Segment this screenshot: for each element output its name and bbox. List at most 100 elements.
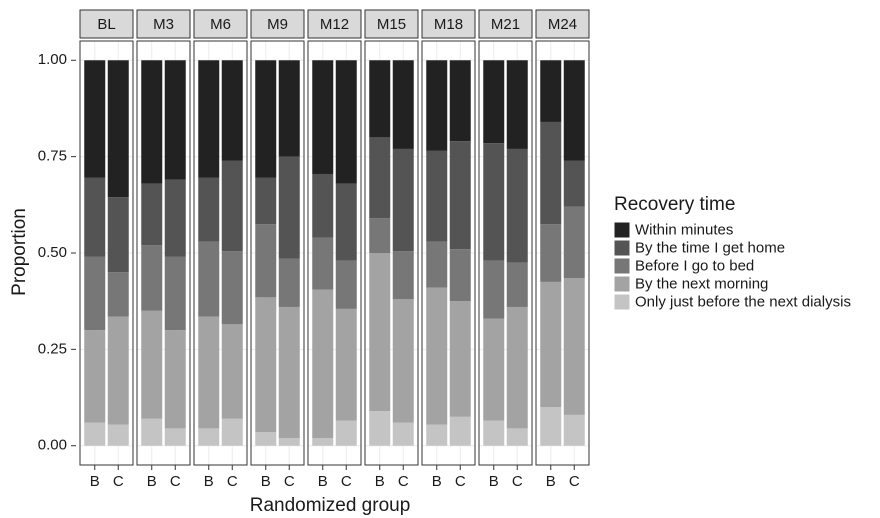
bar-segment (312, 173, 334, 238)
bar-segment (392, 251, 414, 300)
bar-segment (563, 414, 585, 446)
facet-strip (136, 9, 191, 39)
bar-segment (141, 245, 163, 311)
bar-segment (506, 148, 528, 263)
facet-label: M12 (320, 16, 349, 33)
bar-segment (426, 60, 448, 151)
bar-segment (107, 272, 129, 317)
legend-swatch (613, 293, 631, 311)
panel-border (136, 40, 191, 466)
bar-segment (506, 262, 528, 307)
bar-segment (164, 330, 186, 429)
legend-swatch (613, 221, 631, 239)
bar-segment (198, 428, 220, 446)
y-axis-title: Proportion (9, 208, 30, 296)
bar-segment (84, 60, 106, 178)
x-tick-label: B (147, 473, 157, 490)
facet-label: BL (97, 16, 115, 33)
bar-segment (164, 428, 186, 446)
bar-segment (198, 241, 220, 317)
bar-segment (255, 432, 277, 446)
bar-segment (221, 160, 243, 252)
bar-segment (369, 137, 391, 219)
bar-segment (449, 416, 471, 446)
bar-segment (255, 297, 277, 433)
bar-segment (84, 422, 106, 446)
bar-segment (107, 316, 129, 425)
x-tick-label: B (432, 473, 442, 490)
bar-segment (84, 177, 106, 257)
x-tick-label: C (227, 473, 238, 490)
x-tick-label: C (455, 473, 466, 490)
facet-label: M6 (210, 16, 231, 33)
bar-segment (335, 260, 357, 309)
y-tick-label: 0.50 (38, 244, 67, 261)
bar-segment (278, 258, 300, 307)
bar-segment (563, 160, 585, 207)
x-tick-label: B (489, 473, 499, 490)
legend-swatch (613, 239, 631, 257)
bar-segment (221, 418, 243, 446)
panel-border (535, 40, 590, 466)
x-tick-label: B (318, 473, 328, 490)
bar-segment (392, 299, 414, 423)
bar-segment (84, 330, 106, 423)
legend-label: By the next morning (635, 275, 768, 292)
x-tick-label: C (113, 473, 124, 490)
legend-label: Only just before the next dialysis (635, 293, 851, 310)
x-tick-label: C (398, 473, 409, 490)
bar-segment (483, 60, 505, 144)
facet-label: M15 (377, 16, 406, 33)
facet-label: M3 (153, 16, 174, 33)
bar-segment (278, 438, 300, 446)
bar-segment (369, 60, 391, 138)
x-tick-label: C (284, 473, 295, 490)
panel-border (79, 40, 134, 466)
legend-swatch (613, 275, 631, 293)
bar-segment (107, 424, 129, 446)
bar-segment (221, 251, 243, 325)
bar-segment (540, 60, 562, 122)
panel-border (307, 40, 362, 466)
x-tick-label: B (204, 473, 214, 490)
bar-segment (426, 287, 448, 425)
x-axis-title: Randomized group (250, 495, 411, 516)
bar-segment (506, 428, 528, 446)
bar-segment (221, 324, 243, 419)
bar-segment (449, 141, 471, 250)
x-tick-label: B (261, 473, 271, 490)
bar-segment (369, 253, 391, 412)
y-tick-label: 0.00 (38, 437, 67, 454)
bar-segment (164, 60, 186, 180)
facet-strip (307, 9, 362, 39)
bar-segment (540, 224, 562, 282)
bar-segment (312, 438, 334, 446)
bar-segment (312, 237, 334, 290)
bar-segment (255, 224, 277, 298)
facet-label: M9 (267, 16, 288, 33)
y-tick-label: 1.00 (38, 51, 67, 68)
bar-segment (335, 183, 357, 261)
bar-segment (278, 60, 300, 157)
y-tick-label: 0.75 (38, 148, 67, 165)
bar-segment (107, 60, 129, 198)
panel-border (193, 40, 248, 466)
bar-segment (483, 318, 505, 421)
facet-strip (421, 9, 476, 39)
x-tick-label: B (546, 473, 556, 490)
x-tick-label: C (341, 473, 352, 490)
x-tick-label: B (90, 473, 100, 490)
bar-segment (449, 60, 471, 142)
bar-segment (107, 197, 129, 273)
facet-strip (535, 9, 590, 39)
legend-swatch (613, 257, 631, 275)
bar-segment (255, 177, 277, 225)
bar-segment (392, 60, 414, 149)
bar-segment (278, 156, 300, 259)
bar-segment (449, 249, 471, 302)
bar-segment (392, 148, 414, 252)
facet-strip (79, 9, 134, 39)
bar-segment (312, 60, 334, 174)
x-tick-label: B (375, 473, 385, 490)
panel-border (250, 40, 305, 466)
